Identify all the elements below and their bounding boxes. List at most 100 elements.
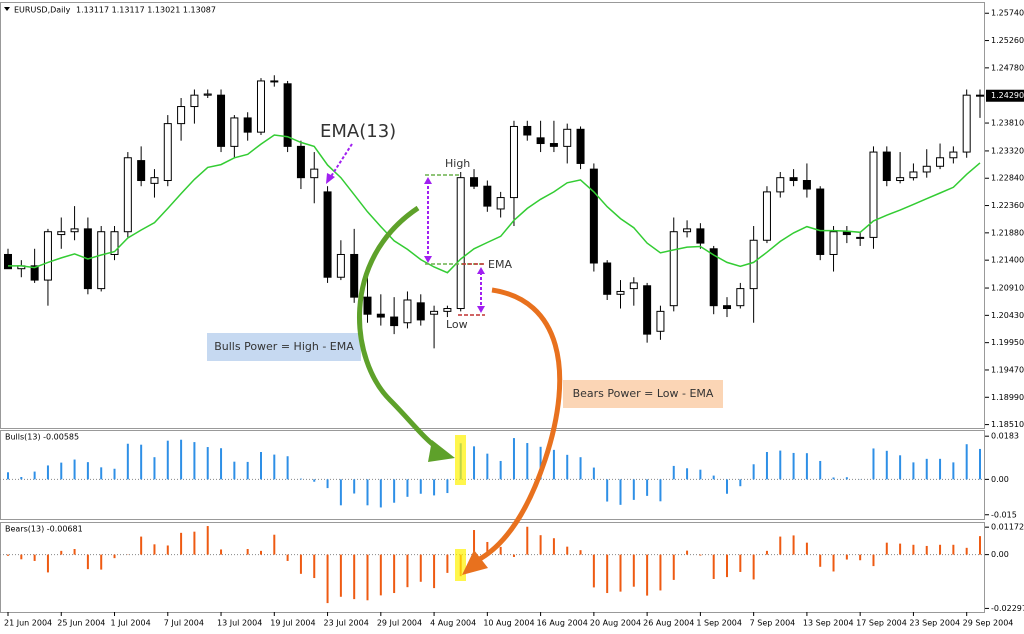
candle-body <box>243 117 252 133</box>
candle-body <box>576 128 585 164</box>
y-tick-label: -0.02297 <box>991 604 1024 613</box>
x-tick-label: 29 Sep 2004 <box>963 619 1014 628</box>
candle-body <box>856 236 865 239</box>
arrow-head <box>477 306 485 313</box>
x-tick-label: 7 Jul 2004 <box>164 619 204 628</box>
y-tick-label: 1.18510 <box>991 420 1024 429</box>
candle-body <box>882 151 891 182</box>
y-tick-label: 1.21400 <box>991 256 1024 265</box>
candle-body <box>736 288 745 307</box>
ema-line <box>8 134 981 274</box>
y-tick-label: 1.25260 <box>991 36 1024 45</box>
candle-body <box>110 231 119 255</box>
candle-body <box>802 180 811 190</box>
candle-body <box>310 168 319 179</box>
y-tick-label: 1.21880 <box>991 228 1024 237</box>
candle-body <box>430 310 439 315</box>
arrow-head <box>424 177 432 184</box>
x-tick-label: 7 Sep 2004 <box>750 619 796 628</box>
candle-body <box>256 80 265 133</box>
candle-body <box>776 177 785 193</box>
candle-body <box>563 128 572 147</box>
y-tick-label: 1.23320 <box>991 146 1024 155</box>
candle-body <box>922 165 931 173</box>
candle-body <box>97 231 106 290</box>
ema-pointer-head <box>326 173 335 184</box>
x-tick-label: 10 Aug 2004 <box>483 619 534 628</box>
candle-body <box>30 265 39 281</box>
candle-body <box>589 168 598 264</box>
bears-highlight <box>455 549 466 581</box>
candle-body <box>483 185 492 207</box>
x-tick-label: 13 Jul 2004 <box>217 619 262 628</box>
arrow-head <box>424 256 432 263</box>
candle-body <box>603 262 612 295</box>
bulls-arrow-head <box>428 440 455 462</box>
candle-body <box>230 117 239 147</box>
candle-body <box>217 94 226 147</box>
candle-body <box>962 94 971 153</box>
bears-formula: Bears Power = Low - EMA <box>573 387 714 400</box>
ema-pointer <box>329 143 353 179</box>
candle-body <box>749 239 758 290</box>
symbol-title: EURUSD,Daily <box>14 6 71 15</box>
y-tick-label: 0.00 <box>991 550 1009 559</box>
candle-body <box>390 316 399 327</box>
current-price-label: 1.24290 <box>991 91 1024 100</box>
candle-body <box>629 282 638 290</box>
bulls-formula: Bulls Power = High - EMA <box>214 340 354 353</box>
candle-body <box>976 94 984 97</box>
bears-arrow-head <box>462 550 488 575</box>
x-tick-label: 23 Sep 2004 <box>909 619 960 628</box>
x-tick-label: 29 Jul 2004 <box>377 619 422 628</box>
bears-arrow <box>476 287 563 563</box>
candle-body <box>137 160 146 182</box>
bears-panel <box>0 522 985 613</box>
candle-body <box>163 123 172 182</box>
candle-body <box>456 177 465 310</box>
candle-body <box>869 151 878 238</box>
ema-label: EMA(13) <box>320 121 396 142</box>
ohlc-readout: 1.13117 1.13117 1.13021 1.13087 <box>76 6 216 15</box>
candle-body <box>789 177 798 182</box>
candle-body <box>203 93 212 96</box>
candle-body <box>177 106 186 125</box>
y-tick-label: 1.20430 <box>991 311 1024 320</box>
candle-body <box>896 177 905 182</box>
menu-triangle[interactable] <box>4 7 10 11</box>
x-tick-label: 23 Jul 2004 <box>324 619 369 628</box>
candle-body <box>123 157 132 233</box>
x-tick-label: 16 Aug 2004 <box>537 619 588 628</box>
candle-body <box>816 188 825 255</box>
candle-body <box>762 191 771 241</box>
candle-body <box>43 231 52 281</box>
candle-body <box>323 191 332 278</box>
bears-title: Bears(13) -0.00681 <box>5 525 83 534</box>
candle-body <box>709 248 718 307</box>
current-price-box <box>986 89 1024 102</box>
x-tick-label: 25 Jun 2004 <box>57 619 105 628</box>
candle-body <box>416 302 425 321</box>
candle-body <box>696 228 705 244</box>
candle-body <box>443 308 452 312</box>
y-tick-label: 1.19470 <box>991 365 1024 374</box>
y-tick-label: 1.20910 <box>991 284 1024 293</box>
x-tick-label: 19 Jul 2004 <box>270 619 315 628</box>
candle-body <box>350 253 359 298</box>
x-tick-label: 26 Aug 2004 <box>643 619 694 628</box>
y-tick-label: 1.23810 <box>991 119 1024 128</box>
candle-body <box>683 228 692 233</box>
x-tick-label: 13 Sep 2004 <box>803 619 854 628</box>
candle-body <box>4 253 12 270</box>
y-tick-label: 1.22840 <box>991 174 1024 183</box>
y-tick-label: -0.015 <box>991 510 1017 519</box>
x-tick-label: 21 Jun 2004 <box>4 619 52 628</box>
y-tick-label: 1.22360 <box>991 201 1024 210</box>
bulls-title: Bulls(13) -0.00585 <box>5 433 79 442</box>
candle-body <box>643 285 652 335</box>
plot-layer: 1.25740 1.25260 1.24780 1.23810 1.23320 1.228… <box>0 9 1024 628</box>
y-tick-label: 1.19950 <box>991 338 1024 347</box>
y-tick-label: 1.18990 <box>991 393 1024 402</box>
candle-body <box>296 145 305 179</box>
